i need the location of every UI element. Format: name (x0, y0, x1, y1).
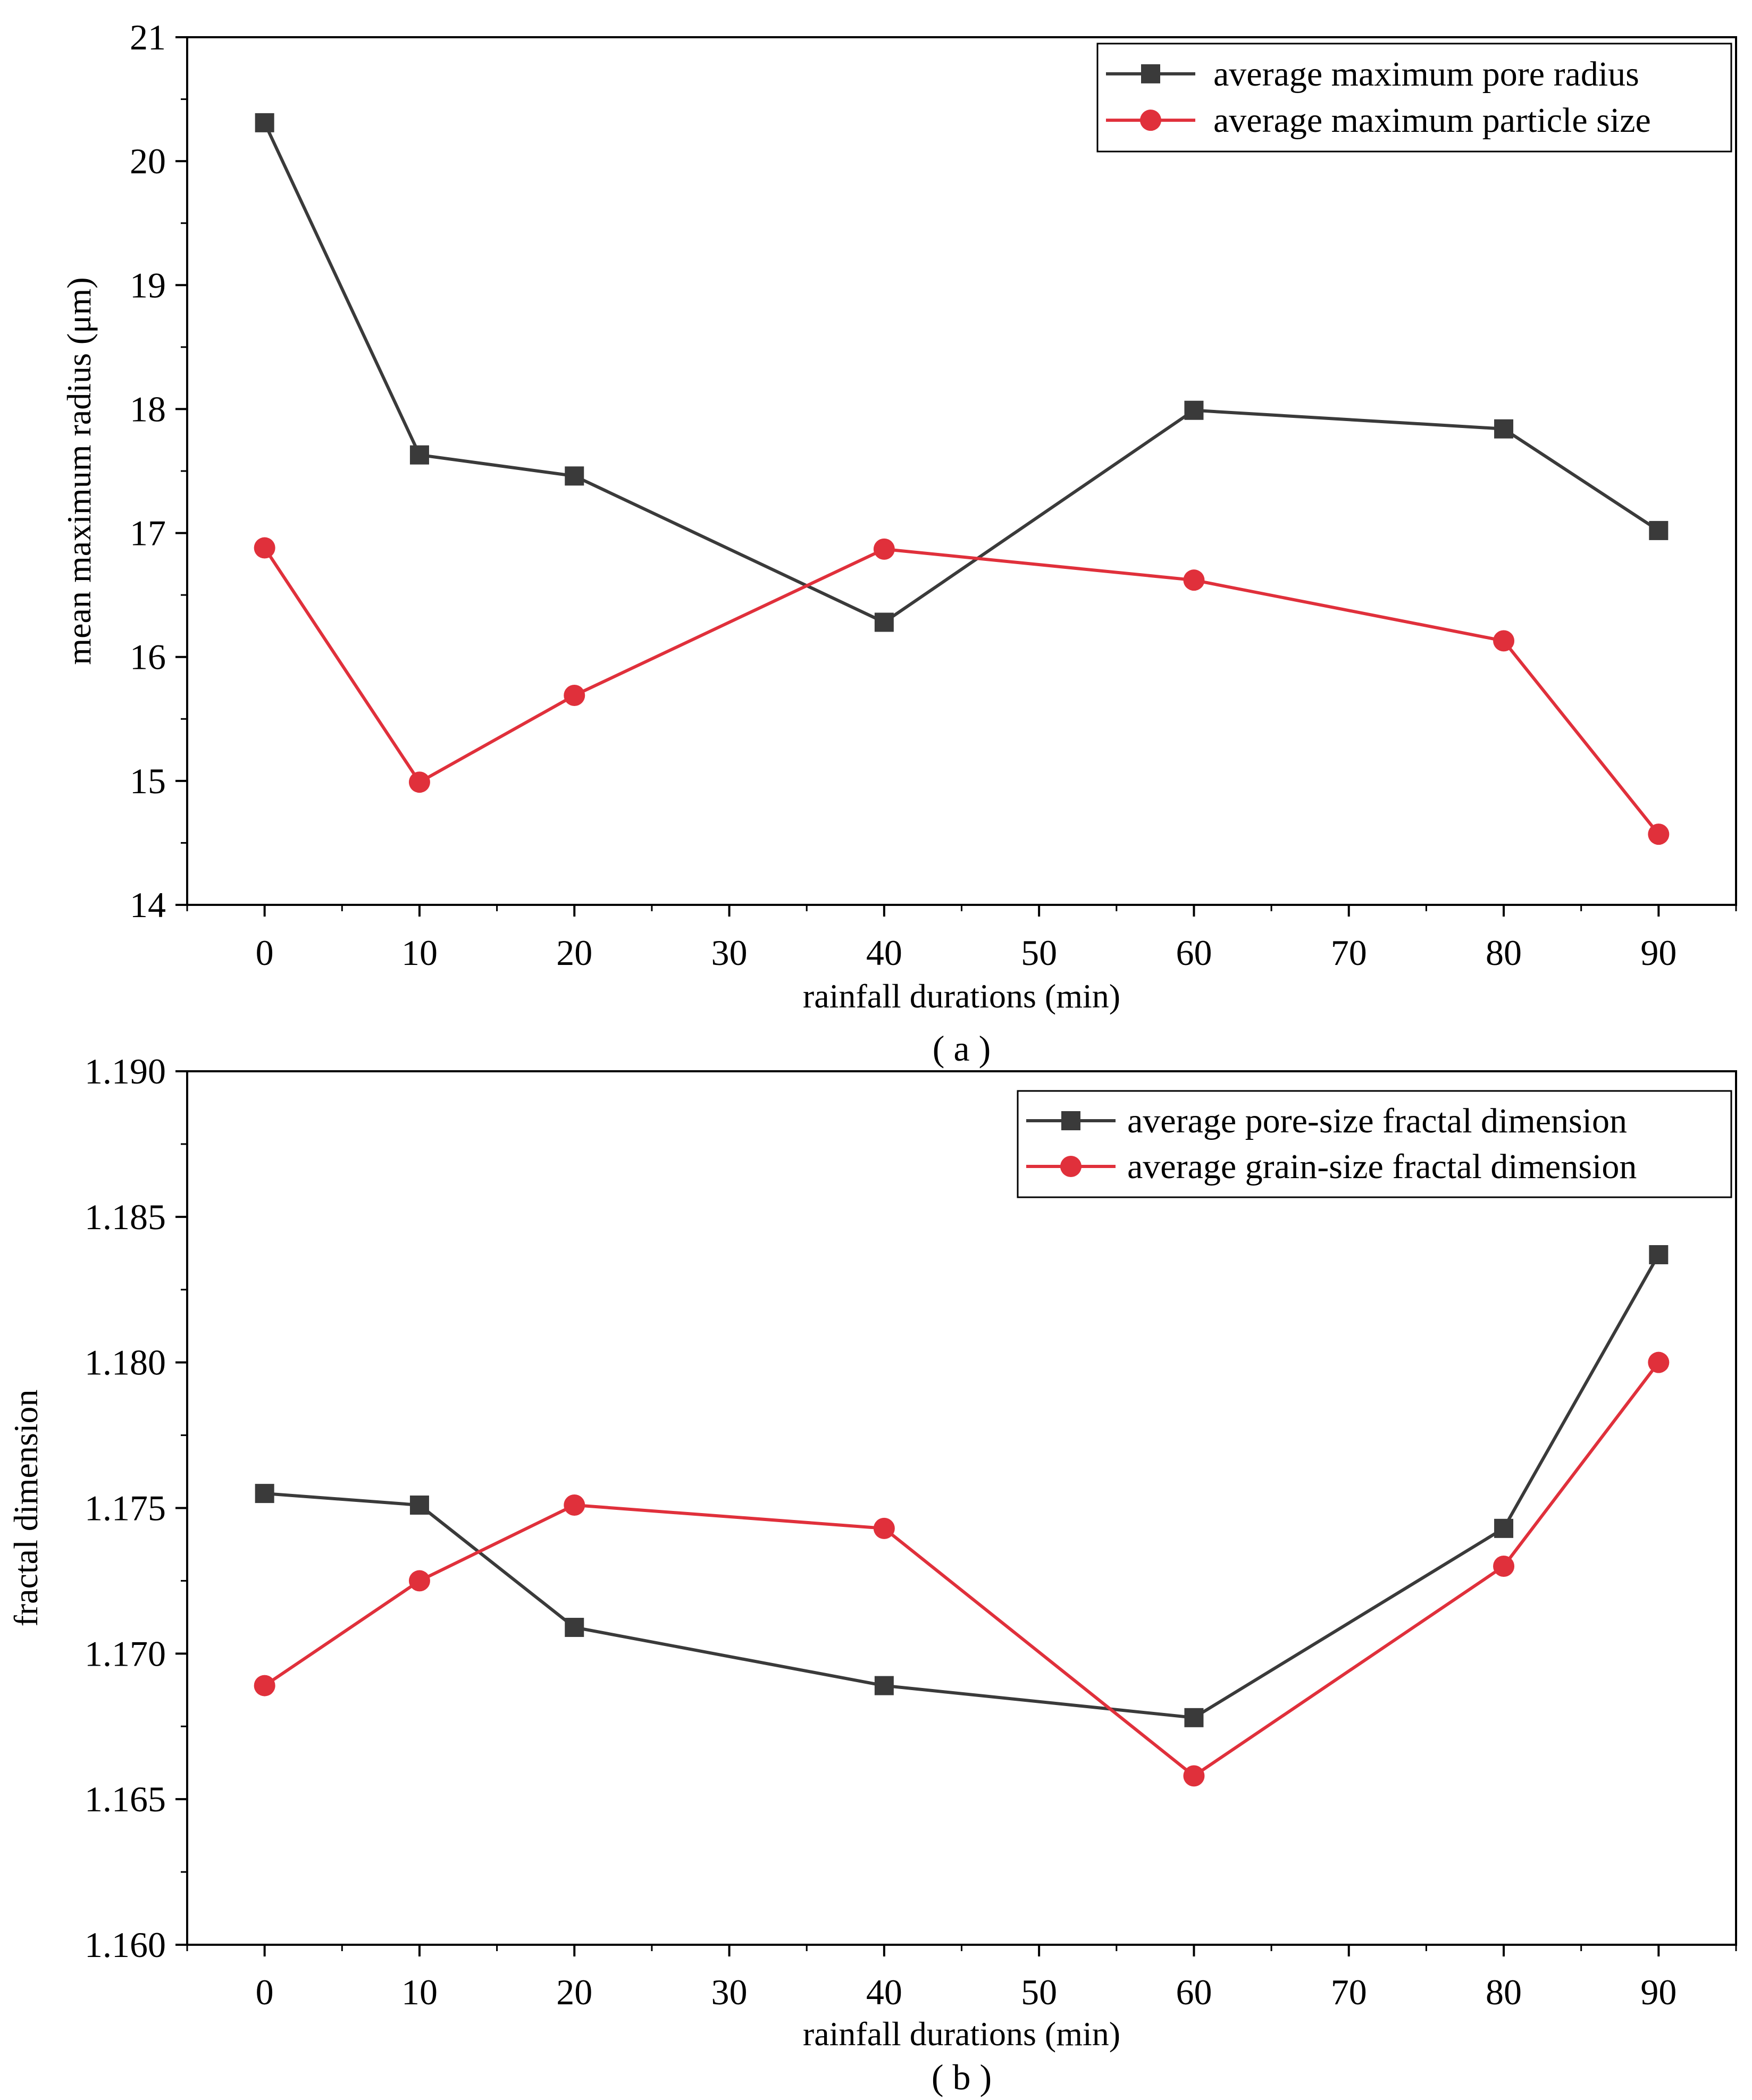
legend-marker (1060, 1156, 1082, 1177)
y-tick-label: 1.165 (85, 1779, 166, 1819)
x-tick-label: 80 (1486, 1972, 1522, 2012)
chart-panel-a: 0 10 20 30 40 50 60 70 80 90 14 15 16 17 18 19 20 21 rainf… (60, 17, 1737, 1069)
y-tick-label: 19 (130, 265, 166, 305)
y-tick-label: 15 (130, 761, 166, 801)
x-tick-label: 50 (1021, 1972, 1057, 2012)
data-point (1183, 1765, 1205, 1787)
series-black (255, 113, 1669, 632)
y-axis-title: mean maximum radius (μm) (60, 277, 98, 665)
data-point (1494, 419, 1514, 439)
legend-frame (1017, 1090, 1732, 1198)
y-tick-label: 1.160 (85, 1925, 166, 1965)
data-point (1493, 630, 1515, 652)
series-red (254, 1351, 1670, 1787)
data-point (874, 612, 894, 632)
y-tick-label: 1.185 (85, 1197, 166, 1237)
legend-frame (1096, 43, 1732, 153)
x-tick-label: 20 (556, 933, 592, 973)
series-red (254, 537, 1670, 845)
data-point (409, 445, 429, 465)
panel-label: ( a ) (933, 1028, 991, 1069)
data-point (874, 1676, 894, 1695)
y-tick-label: 1.190 (85, 1051, 166, 1091)
y-tick-label: 20 (130, 141, 166, 181)
x-tick-label: 10 (401, 1972, 438, 2012)
data-point (255, 113, 274, 132)
data-point (254, 1675, 275, 1696)
legend-marker (1140, 110, 1161, 131)
data-point (1184, 1708, 1204, 1727)
y-tick-label: 21 (130, 17, 166, 57)
y-tick-label: 18 (130, 389, 166, 429)
x-axis-title: rainfall durations (min) (803, 977, 1120, 1015)
data-point (255, 1484, 274, 1503)
data-point (565, 466, 584, 486)
y-tick-label: 1.175 (85, 1488, 166, 1528)
chart-panel-b: 0 10 20 30 40 50 60 70 80 90 1.160 1.165 1.170 1.175 1… (7, 1051, 1737, 2097)
x-tick-label: 30 (711, 933, 748, 973)
x-tick-label: 60 (1176, 1972, 1212, 2012)
x-tick-label: 40 (866, 1972, 902, 2012)
x-tick-label: 90 (1640, 1972, 1676, 2012)
legend-label: average pore-size fractal dimension (1127, 1102, 1627, 1140)
data-point (408, 771, 430, 793)
x-tick-label: 70 (1331, 1972, 1367, 2012)
y-tick-label: 17 (130, 513, 166, 553)
data-point (1183, 569, 1205, 591)
x-tick-label: 70 (1331, 933, 1367, 973)
data-point (1184, 400, 1204, 420)
legend-label: average maximum pore radius (1213, 55, 1639, 94)
x-tick-label: 30 (711, 1972, 748, 2012)
legend: average maximum pore radius average maxim… (1096, 43, 1732, 153)
data-point (409, 1496, 429, 1515)
x-tick-label: 60 (1176, 933, 1212, 973)
x-tick-label: 50 (1021, 933, 1057, 973)
panel-label: ( b ) (932, 2057, 992, 2097)
data-point (1493, 1556, 1515, 1577)
data-point (408, 1570, 430, 1592)
data-point (1494, 1518, 1514, 1538)
y-tick-label: 16 (130, 637, 166, 677)
data-point (1648, 824, 1670, 845)
x-tick-label: 20 (556, 1972, 592, 2012)
legend-label: average maximum particle size (1213, 101, 1651, 140)
data-point (564, 1494, 585, 1516)
data-point (873, 1517, 895, 1539)
data-point (254, 537, 275, 559)
x-tick-label: 90 (1640, 933, 1676, 973)
x-axis-title: rainfall durations (min) (803, 2015, 1120, 2053)
y-tick-label: 1.180 (85, 1342, 166, 1383)
y-tick-label: 14 (130, 885, 166, 925)
data-point (564, 684, 585, 706)
x-tick-label: 10 (401, 933, 438, 973)
legend-label: average grain-size fractal dimension (1127, 1147, 1637, 1186)
data-point (1648, 1351, 1670, 1373)
y-tick-label: 1.170 (85, 1633, 166, 1674)
series-black (255, 1245, 1669, 1727)
legend: average pore-size fractal dimension avera… (1017, 1090, 1732, 1198)
data-point (565, 1618, 584, 1637)
x-tick-label: 40 (866, 933, 902, 973)
x-tick-label: 80 (1486, 933, 1522, 973)
y-axis-title: fractal dimension (7, 1389, 45, 1626)
legend-marker (1061, 1111, 1080, 1130)
data-point (1649, 1245, 1669, 1265)
x-tick-label: 0 (256, 933, 274, 973)
x-tick-label: 0 (256, 1972, 274, 2012)
data-point (873, 538, 895, 560)
data-point (1649, 520, 1669, 540)
chart-layer: 0 10 20 30 40 50 60 70 80 90 14 15 16 17 18 19 20 21 rainf… (7, 17, 1737, 2097)
legend-marker (1141, 64, 1160, 83)
